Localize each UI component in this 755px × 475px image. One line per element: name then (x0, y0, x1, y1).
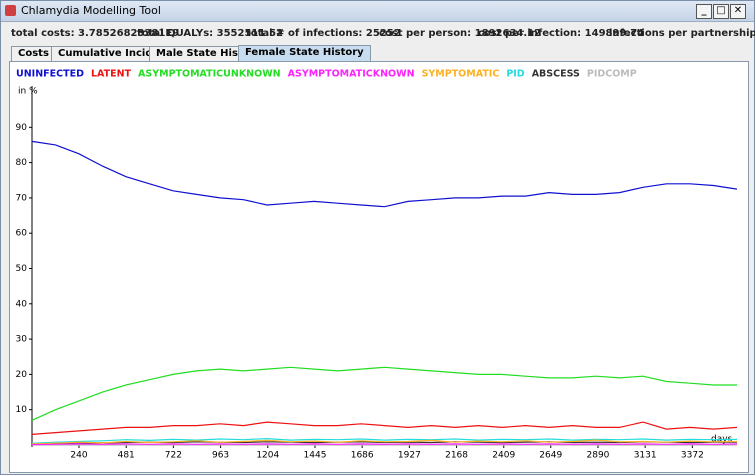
x-tick-label: 2168 (445, 451, 468, 461)
y-tick-label: 70 (16, 193, 28, 203)
series-line (31, 439, 738, 445)
y-tick-label: 20 (16, 370, 28, 380)
x-tick-label: 481 (118, 451, 135, 461)
stat: cost per infection: 149899.74 (478, 28, 645, 39)
app-icon (5, 5, 16, 16)
series-line (31, 437, 738, 444)
legend-entry: PID (506, 69, 524, 80)
x-tick-label: 2649 (539, 451, 562, 461)
stat: cost per person: 1892634.12 (379, 28, 542, 39)
x-tick-label: 1204 (256, 451, 279, 461)
maximize-button[interactable]: □ (713, 4, 729, 19)
stat: total QUALYs: 3552511.52 (137, 28, 284, 39)
y-tick-label: 30 (16, 335, 28, 345)
legend-entry: ASYMPTOMATICUNKNOWN (138, 69, 281, 80)
x-tick-label: 963 (212, 451, 229, 461)
x-tick-label: 1927 (398, 451, 421, 461)
legend: UNINFECTED LATENT ASYMPTOMATICUNKNOWN ASYMP… (16, 69, 637, 80)
y-tick-label: 60 (16, 229, 28, 239)
tab[interactable]: Female State History (238, 45, 371, 62)
stat: total # of infections: 25252 (246, 28, 401, 39)
y-axis-label: in % (18, 87, 38, 97)
x-tick-label: 3372 (681, 451, 704, 461)
legend-entry: SYMPTOMATIC (422, 69, 500, 80)
legend-entry: UNINFECTED (16, 69, 84, 80)
stat: infections per partnership: 1.04 (609, 28, 755, 39)
stat: total costs: 3.78526823381E9 (11, 28, 180, 39)
chart-panel: UNINFECTED LATENT ASYMPTOMATICUNKNOWN ASYMP… (9, 61, 749, 473)
legend-entry: PIDCOMP (587, 69, 637, 80)
x-tick-label: 3131 (634, 451, 657, 461)
legend-entry: ABSCESS (532, 69, 580, 80)
minimize-button[interactable]: _ (696, 4, 712, 19)
legend-entry: LATENT (91, 69, 132, 80)
series-line (31, 443, 738, 446)
x-tick-label: 1686 (351, 451, 374, 461)
series-line (31, 140, 738, 208)
chart: UNINFECTED LATENT ASYMPTOMATICUNKNOWN ASYMP… (16, 69, 738, 461)
y-tick-label: 90 (16, 123, 28, 133)
y-tick-label: 40 (16, 299, 28, 309)
close-button[interactable]: ✕ (730, 4, 746, 19)
x-tick-label: 2890 (587, 451, 610, 461)
tab[interactable]: Costs (11, 46, 56, 61)
x-tick-label: 722 (165, 451, 182, 461)
legend-entry: ASYMPTOMATICKNOWN (288, 69, 415, 80)
y-tick-label: 80 (16, 158, 28, 168)
x-tick-label: 1445 (304, 451, 327, 461)
series-line (31, 421, 738, 435)
stats-bar: total costs: 3.78526823381E9 total QUALYs… (1, 28, 755, 42)
window-title: Chlamydia Modelling Tool (21, 4, 161, 17)
y-tick-label: 10 (16, 405, 28, 415)
y-tick-label: 50 (16, 264, 28, 274)
series-line (31, 366, 737, 421)
title-bar: Chlamydia Modelling Tool _ □ ✕ (1, 1, 754, 22)
x-tick-label: 240 (70, 451, 87, 461)
x-tick-label: 2409 (492, 451, 515, 461)
